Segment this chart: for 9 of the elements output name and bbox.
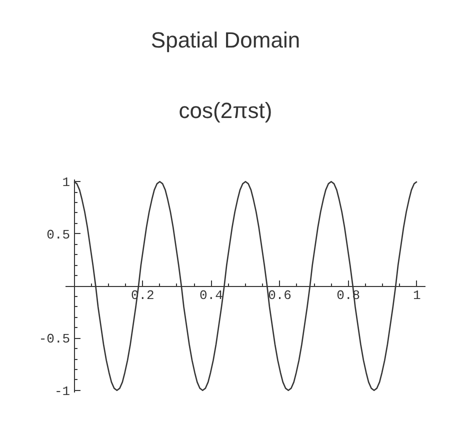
y-tick-label: -0.5 [38, 332, 70, 347]
y-tick-label: 0.5 [46, 227, 70, 242]
x-tick-label: 1 [413, 288, 422, 303]
y-tick-label: -1 [54, 384, 70, 399]
x-tick-label: 0.6 [268, 288, 292, 303]
chart-title: Spatial Domain [150, 28, 300, 52]
chart-subtitle: cos(2πst) [178, 98, 272, 123]
x-tick-label: 0.4 [200, 288, 224, 303]
y-tick-label: 1 [62, 175, 70, 190]
